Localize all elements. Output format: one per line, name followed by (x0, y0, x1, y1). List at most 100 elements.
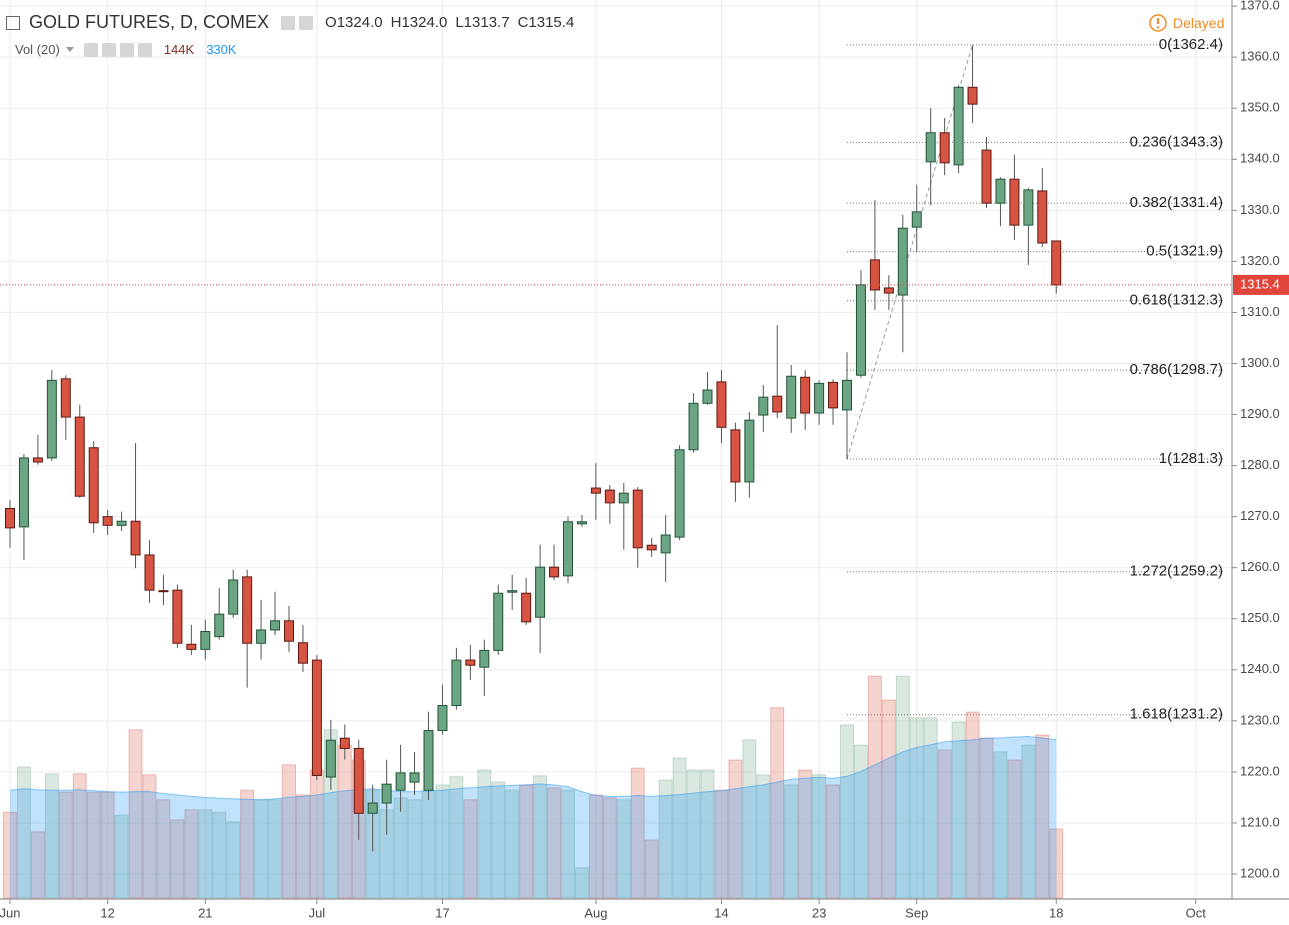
volume-bar (268, 799, 283, 899)
candle-body (74, 416, 85, 497)
volume-bar (212, 811, 227, 899)
y-tick-label: 1250.0 (1240, 610, 1280, 625)
delayed-text: Delayed (1173, 15, 1225, 31)
candle-body (395, 772, 406, 791)
volume-bar (742, 739, 757, 899)
ohlc-key: C (517, 13, 529, 31)
remove-icon[interactable] (137, 42, 152, 57)
x-tick-label: 12 (100, 905, 114, 920)
candle-body (800, 376, 811, 414)
volume-bar (547, 787, 562, 899)
candle-body (1023, 189, 1034, 226)
ohlc-key: O (325, 13, 337, 31)
y-tick-label: 1260.0 (1240, 559, 1280, 574)
candle-body (814, 382, 825, 414)
x-tick-label: Jun (0, 905, 20, 920)
volume-bar (114, 814, 129, 899)
candle-body (60, 378, 71, 418)
volume-bar (449, 776, 464, 899)
symbol-title: GOLD FUTURES, D, COMEX (29, 12, 270, 32)
candle-body (1009, 178, 1020, 226)
volume-bar (477, 769, 492, 899)
candle-body (158, 590, 169, 593)
candle-body (953, 86, 964, 166)
volume-bar (714, 789, 729, 899)
x-tick-label: 17 (435, 905, 449, 920)
candle-body (632, 489, 643, 549)
candle-body (465, 659, 476, 666)
candle-body (116, 520, 127, 526)
candle-body (214, 613, 225, 638)
volume-bar (1021, 744, 1036, 899)
candle-body (618, 492, 629, 504)
candle-body (311, 659, 322, 776)
volume-bar (770, 707, 785, 899)
x-tick-label: 23 (812, 905, 826, 920)
candle-body (5, 507, 15, 529)
volume-bar (700, 769, 715, 899)
ohlc-value: 1315.4 (528, 13, 575, 31)
y-tick-label: 1270.0 (1240, 508, 1280, 523)
candle-body (242, 576, 253, 644)
volume-bar (826, 784, 841, 899)
candle-body (325, 739, 336, 778)
volume-bar (602, 797, 617, 899)
settings-icon[interactable] (281, 15, 296, 30)
volume-label: Vol (20) (15, 42, 60, 57)
delayed-status[interactable]: Delayed (1148, 13, 1224, 33)
candle-body (744, 419, 755, 483)
volume-bar (993, 751, 1008, 899)
candle-body (604, 489, 615, 504)
fib-layer: 0(1362.4) 0.236(1343.3) 0.382(1331.4) 0.5(1… (846, 36, 1225, 723)
candle-body (535, 566, 546, 618)
volume-bar (142, 774, 157, 899)
volume-bar (798, 769, 813, 899)
volume-bar (1049, 828, 1064, 899)
candle-body (981, 149, 992, 204)
candle-body (521, 592, 532, 623)
visibility-icon[interactable] (83, 42, 98, 57)
candle-body (102, 516, 113, 526)
volume-bar (1007, 759, 1022, 899)
volume-bar (407, 799, 422, 899)
candle-body (1051, 240, 1062, 286)
volume-bar (198, 809, 213, 899)
volume-bar (630, 767, 645, 899)
y-tick-label: 1220.0 (1240, 763, 1280, 778)
candle-body (18, 457, 29, 528)
volume-bar (16, 766, 31, 899)
volume-legend: Vol (20) 144K 330K (15, 42, 237, 57)
volume-menu[interactable] (65, 47, 74, 52)
volume-bar (30, 831, 45, 899)
y-tick-label: 1200.0 (1240, 865, 1280, 880)
volume-bar (58, 791, 73, 899)
candle-body (646, 544, 657, 551)
collapse-button[interactable] (6, 15, 20, 30)
candle-body (563, 521, 573, 577)
volume-bar (616, 799, 631, 899)
candle-body (702, 389, 713, 404)
volume-bar (435, 784, 450, 899)
volume-bar (463, 799, 478, 899)
y-tick-label: 1330.0 (1240, 202, 1280, 217)
candle-body (883, 287, 894, 294)
candle-body (507, 590, 518, 593)
volume-bar (965, 711, 980, 899)
settings-icon[interactable] (101, 42, 116, 57)
x-tick-label: Sep (905, 905, 928, 920)
volume-bar (728, 759, 743, 899)
candle-body (995, 178, 1006, 204)
volume-bar (295, 794, 310, 899)
candle-body (409, 772, 420, 783)
candle-body (493, 592, 504, 651)
candle-body (925, 132, 936, 163)
volume-bar (226, 821, 241, 899)
y-tick-label: 1370.0 (1240, 0, 1280, 13)
volume-bar (184, 809, 199, 899)
volume-bar (909, 717, 924, 899)
candle-body (855, 284, 866, 376)
format-icon[interactable] (299, 15, 314, 30)
add-icon[interactable] (119, 42, 134, 57)
volume-bar (561, 789, 575, 899)
